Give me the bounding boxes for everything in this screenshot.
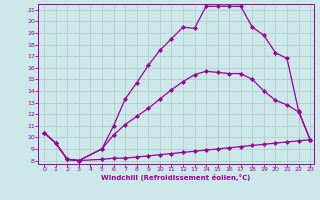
X-axis label: Windchill (Refroidissement éolien,°C): Windchill (Refroidissement éolien,°C): [101, 174, 251, 181]
